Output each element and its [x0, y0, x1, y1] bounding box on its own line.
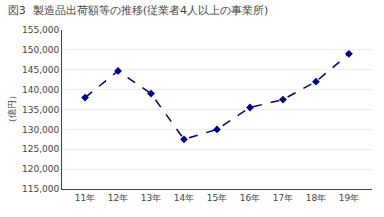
- svg-text:11年: 11年: [75, 193, 95, 203]
- svg-text:155,000: 155,000: [22, 25, 59, 35]
- svg-text:135,000: 135,000: [22, 105, 59, 115]
- svg-text:19年: 19年: [339, 193, 359, 203]
- svg-text:145,000: 145,000: [22, 65, 59, 75]
- svg-text:125,000: 125,000: [22, 144, 59, 154]
- svg-text:17年: 17年: [273, 193, 293, 203]
- svg-text:13年: 13年: [141, 193, 161, 203]
- svg-text:18年: 18年: [306, 193, 326, 203]
- svg-text:140,000: 140,000: [22, 85, 59, 95]
- svg-text:15年: 15年: [207, 193, 227, 203]
- svg-text:図3 製造品出荷額等の推移(従業者4人以上の事業所): 図3 製造品出荷額等の推移(従業者4人以上の事業所): [8, 4, 269, 17]
- svg-text:（億円）: （億円）: [7, 92, 17, 128]
- svg-text:130,000: 130,000: [22, 125, 59, 135]
- svg-text:115,000: 115,000: [22, 184, 59, 194]
- svg-text:120,000: 120,000: [22, 164, 59, 174]
- svg-text:16年: 16年: [240, 193, 260, 203]
- svg-text:14年: 14年: [174, 193, 194, 203]
- svg-text:12年: 12年: [108, 193, 128, 203]
- svg-text:150,000: 150,000: [22, 45, 59, 55]
